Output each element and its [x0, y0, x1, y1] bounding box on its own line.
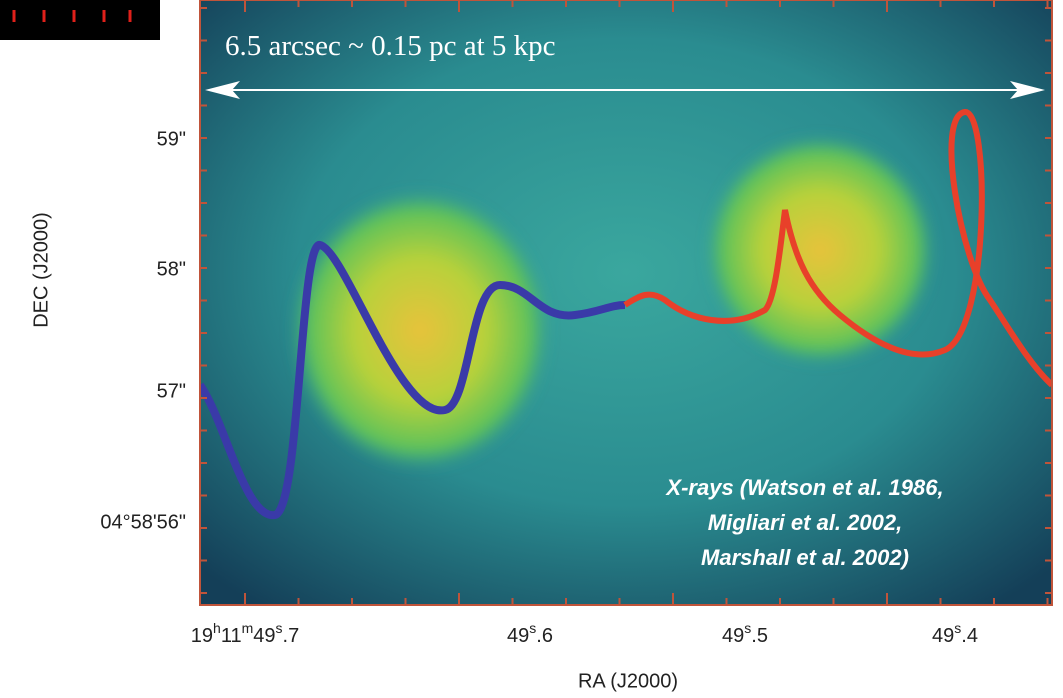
tick-marks	[200, 0, 1052, 605]
caption-line: Migliari et al. 2002,	[708, 510, 902, 535]
x-tick-label: 19h11m49s.7	[191, 620, 299, 648]
y-axis-label: DEC (J2000)	[30, 212, 52, 328]
y-tick-label: 58"	[157, 258, 186, 280]
top-left-strip	[0, 0, 160, 40]
jet-model-red	[623, 109, 1052, 388]
scale-label: 6.5 arcsec ~ 0.15 pc at 5 kpc	[225, 30, 556, 62]
x-tick-label: 49s.4	[932, 620, 978, 648]
image	[200, 0, 1052, 605]
x-axis-label: RA (J2000)	[578, 670, 678, 692]
jet-model-blue	[200, 240, 626, 520]
y-tick-label: 57"	[157, 380, 186, 402]
caption-line: X-rays (Watson et al. 1986,	[664, 475, 943, 500]
scale-arrow	[205, 81, 1045, 99]
x-tick-label: 49s.5	[722, 620, 768, 648]
x-tick-label: 49s.6	[507, 620, 553, 648]
caption-line: Marshall et al. 2002)	[701, 545, 909, 570]
plot-frame	[199, 0, 1053, 606]
y-tick-label: 04°58'56"	[100, 511, 186, 533]
y-tick-label: 59"	[157, 128, 186, 150]
